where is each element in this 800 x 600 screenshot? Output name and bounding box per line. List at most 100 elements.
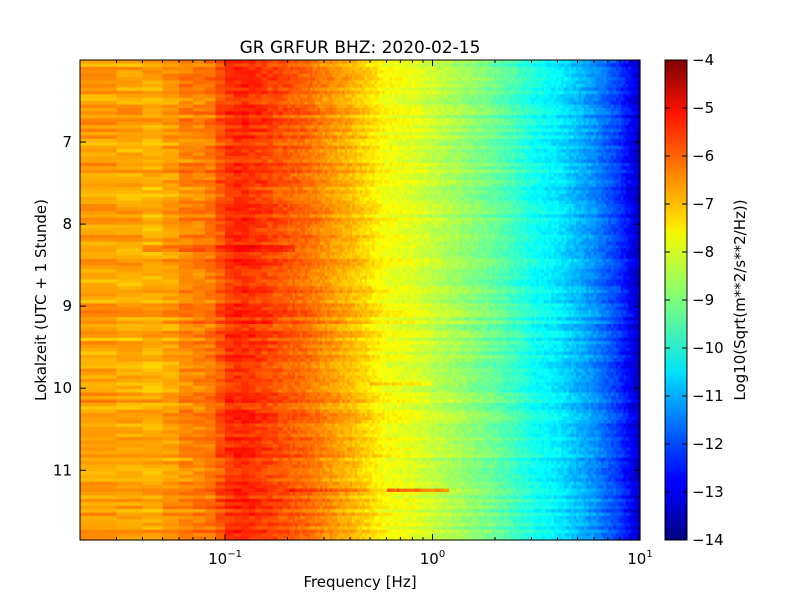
- heatmap-cell: [401, 128, 406, 133]
- heatmap-cell: [282, 152, 289, 157]
- heatmap-cell: [588, 66, 592, 71]
- heatmap-cell: [588, 97, 592, 102]
- heatmap-cell: [289, 66, 294, 71]
- heatmap-cell: [581, 66, 585, 71]
- heatmap-cell: [521, 125, 525, 130]
- heatmap-cell: [633, 142, 637, 147]
- heatmap-cell: [518, 104, 522, 109]
- heatmap-cell: [339, 94, 343, 99]
- heatmap-cell: [593, 90, 597, 95]
- heatmap-cell: [419, 97, 423, 102]
- heatmap-cell: [454, 63, 458, 68]
- heatmap-cell: [618, 128, 622, 133]
- heatmap-cell: [456, 97, 460, 102]
- heatmap-cell: [319, 66, 323, 71]
- heatmap-cell: [610, 66, 615, 71]
- heatmap-cell: [633, 97, 637, 102]
- heatmap-cell: [623, 60, 627, 65]
- heatmap-cell: [556, 138, 560, 143]
- heatmap-cell: [469, 118, 473, 123]
- heatmap-cell: [581, 63, 585, 68]
- heatmap-cell: [272, 111, 279, 116]
- heatmap-cell: [486, 128, 490, 133]
- heatmap-cell: [461, 135, 465, 140]
- heatmap-cell: [613, 132, 617, 137]
- heatmap-cell: [516, 104, 520, 109]
- heatmap-cell: [541, 70, 545, 75]
- heatmap-cell: [324, 66, 328, 71]
- heatmap-cell: [192, 77, 206, 82]
- heatmap-cell: [364, 114, 368, 119]
- heatmap-cell: [446, 121, 450, 126]
- heatmap-cell: [491, 63, 495, 68]
- heatmap-cell: [464, 142, 468, 147]
- heatmap-cell: [603, 80, 607, 85]
- heatmap-cell: [508, 63, 513, 68]
- heatmap-cell: [352, 90, 356, 95]
- heatmap-cell: [406, 77, 411, 82]
- heatmap-cell: [317, 142, 321, 147]
- heatmap-cell: [287, 118, 291, 123]
- heatmap-cell: [80, 73, 118, 78]
- heatmap-cell: [630, 125, 634, 130]
- heatmap-cell: [332, 135, 336, 140]
- heatmap-cell: [578, 80, 582, 85]
- heatmap-cell: [494, 132, 498, 137]
- heatmap-cell: [543, 114, 547, 119]
- heatmap-cell: [401, 60, 406, 65]
- heatmap-cell: [409, 145, 413, 150]
- heatmap-cell: [568, 63, 572, 68]
- heatmap-cell: [379, 114, 383, 119]
- heatmap-cell: [441, 121, 445, 126]
- heatmap-cell: [352, 128, 356, 133]
- heatmap-cell: [225, 104, 235, 109]
- heatmap-cell: [601, 149, 605, 154]
- heatmap-cell: [344, 63, 348, 68]
- heatmap-cell: [241, 73, 250, 78]
- heatmap-cell: [533, 111, 537, 116]
- heatmap-cell: [287, 132, 291, 137]
- heatmap-cell: [596, 135, 600, 140]
- heatmap-cell: [436, 80, 440, 85]
- heatmap-cell: [309, 111, 313, 116]
- heatmap-cell: [546, 138, 550, 143]
- heatmap-cell: [304, 135, 308, 140]
- heatmap-cell: [215, 128, 226, 133]
- heatmap-cell: [588, 84, 592, 89]
- heatmap-cell: [287, 111, 291, 116]
- heatmap-cell: [409, 149, 413, 154]
- heatmap-cell: [484, 73, 488, 78]
- heatmap-cell: [623, 111, 627, 116]
- heatmap-cell: [441, 66, 445, 71]
- heatmap-cell: [248, 90, 256, 95]
- heatmap-cell: [603, 101, 607, 106]
- heatmap-cell: [233, 114, 243, 119]
- heatmap-cell: [571, 77, 575, 82]
- heatmap-cell: [474, 118, 478, 123]
- heatmap-cell: [563, 142, 567, 147]
- heatmap-cell: [332, 145, 336, 150]
- heatmap-cell: [162, 162, 180, 167]
- heatmap-cell: [329, 80, 333, 85]
- heatmap-cell: [471, 63, 475, 68]
- heatmap-cell: [461, 101, 465, 106]
- heatmap-cell: [429, 66, 433, 71]
- heatmap-cell: [116, 162, 144, 167]
- heatmap-cell: [364, 87, 368, 92]
- heatmap-cell: [513, 111, 518, 116]
- heatmap-cell: [116, 135, 144, 140]
- heatmap-cell: [357, 97, 361, 102]
- heatmap-cell: [344, 132, 348, 137]
- heatmap-cell: [543, 73, 547, 78]
- heatmap-cell: [591, 63, 595, 68]
- heatmap-cell: [394, 138, 398, 143]
- heatmap-cell: [233, 125, 243, 130]
- heatmap-cell: [586, 125, 590, 130]
- heatmap-cell: [334, 138, 338, 143]
- heatmap-cell: [610, 60, 615, 65]
- heatmap-cell: [404, 101, 408, 106]
- heatmap-cell: [282, 135, 289, 140]
- heatmap-cell: [436, 145, 440, 150]
- heatmap-cell: [411, 142, 415, 147]
- heatmap-cell: [329, 94, 333, 99]
